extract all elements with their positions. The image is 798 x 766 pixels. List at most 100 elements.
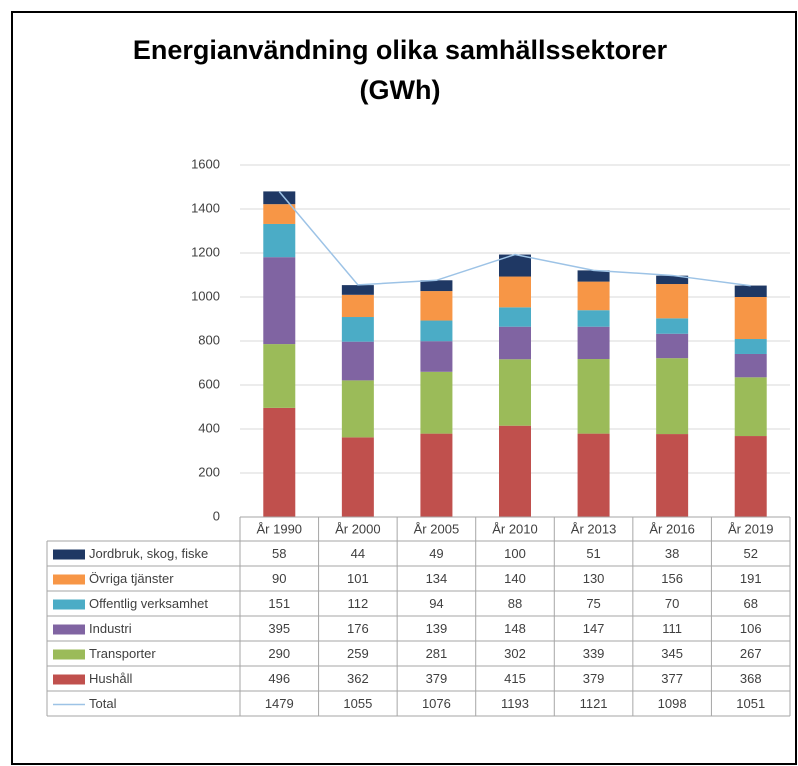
table-cell: 139: [426, 621, 448, 636]
table-cell: 52: [743, 546, 757, 561]
table-cell: 112: [347, 596, 368, 611]
y-tick-label: 1600: [191, 156, 220, 171]
legend-label: Hushåll: [89, 671, 132, 686]
bar-segment: [420, 371, 453, 434]
bar-segment: [420, 320, 453, 342]
legend-key: [53, 674, 85, 685]
table-cell: 1076: [422, 696, 451, 711]
table-cell: 70: [665, 596, 679, 611]
table-cell: 147: [583, 621, 605, 636]
x-tick-label: År 2013: [571, 521, 617, 536]
table-cell: 395: [268, 621, 290, 636]
table-cell: 94: [429, 596, 443, 611]
table-cell: 267: [740, 646, 762, 661]
bar-segment: [420, 291, 453, 321]
legend-label: Övriga tjänster: [89, 571, 174, 586]
bar-segment: [420, 341, 453, 372]
table-cell: 345: [661, 646, 683, 661]
legend-label: Jordbruk, skog, fiske: [89, 546, 208, 561]
table-cell: 379: [426, 671, 448, 686]
table-cell: 339: [583, 646, 605, 661]
bar-segment: [263, 223, 296, 258]
y-tick-label: 1000: [191, 288, 220, 303]
bar-segment: [341, 285, 374, 295]
table-cell: 281: [426, 646, 448, 661]
bar-segment: [341, 317, 374, 342]
bar-segment: [734, 377, 767, 437]
bar-segment: [499, 307, 531, 327]
table-cell: 156: [661, 571, 683, 586]
bar-segment: [577, 433, 610, 517]
table-cell: 134: [426, 571, 448, 586]
bar-segment: [341, 380, 374, 438]
bar-segment: [734, 353, 767, 378]
x-tick-label: År 2005: [414, 521, 460, 536]
bar-segment: [734, 297, 767, 340]
bar-segment: [499, 425, 531, 517]
bar-segment: [341, 341, 374, 381]
table-cell: 151: [268, 596, 290, 611]
legend-label: Transporter: [89, 646, 156, 661]
bar-segment: [420, 433, 453, 517]
x-tick-label: År 2000: [335, 521, 381, 536]
bar-segment: [656, 275, 689, 285]
table-cell: 1055: [343, 696, 372, 711]
table-cell: 1479: [265, 696, 294, 711]
bar-segment: [577, 270, 610, 282]
bar-segment: [656, 434, 689, 517]
table-cell: 44: [351, 546, 365, 561]
bar-segment: [263, 204, 296, 224]
bar-segment: [341, 437, 374, 517]
table-cell: 148: [504, 621, 526, 636]
bar-segment: [499, 276, 531, 308]
table-cell: 302: [504, 646, 526, 661]
x-tick-label: År 2016: [649, 521, 695, 536]
table-cell: 90: [272, 571, 286, 586]
table-cell: 191: [740, 571, 762, 586]
table-cell: 111: [662, 621, 682, 636]
bar-segment: [734, 285, 767, 297]
bar-segment: [263, 191, 296, 205]
table-cell: 1121: [580, 696, 608, 711]
table-cell: 88: [508, 596, 522, 611]
chart-unit: (GWh): [360, 75, 441, 105]
table-cell: 1193: [501, 696, 529, 711]
table-cell: 75: [586, 596, 600, 611]
table-cell: 100: [504, 546, 526, 561]
table-cell: 130: [583, 571, 605, 586]
legend-key: [53, 574, 85, 585]
legend-key: [53, 649, 85, 660]
table-cell: 140: [504, 571, 526, 586]
bar-segment: [499, 359, 531, 426]
table-cell: 1098: [658, 696, 687, 711]
bar-segment: [263, 407, 296, 517]
y-tick-label: 600: [198, 376, 220, 391]
bar-segment: [263, 257, 296, 345]
legend-label: Industri: [89, 621, 132, 636]
bar-segment: [734, 436, 767, 517]
table-cell: 496: [268, 671, 290, 686]
y-tick-label: 400: [198, 420, 220, 435]
chart-title: Energianvändning olika samhällssektorer: [133, 35, 668, 65]
bar-segment: [263, 344, 296, 408]
bar-segment: [420, 280, 453, 292]
bar-segment: [499, 254, 531, 277]
y-tick-label: 1400: [191, 200, 220, 215]
x-tick-label: År 2010: [492, 521, 538, 536]
x-tick-label: År 2019: [728, 521, 774, 536]
table-cell: 259: [347, 646, 369, 661]
legend-key: [53, 549, 85, 560]
table-cell: 415: [504, 671, 526, 686]
bar-segment: [577, 310, 610, 327]
legend-key: [53, 599, 85, 610]
table-cell: 176: [347, 621, 369, 636]
bar-segment: [656, 318, 689, 334]
y-tick-label: 0: [213, 508, 220, 523]
legend-label: Total: [89, 696, 117, 711]
table-cell: 1051: [736, 696, 765, 711]
bar-segment: [656, 333, 689, 359]
total-line: [278, 191, 751, 287]
bar-segment: [577, 359, 610, 434]
